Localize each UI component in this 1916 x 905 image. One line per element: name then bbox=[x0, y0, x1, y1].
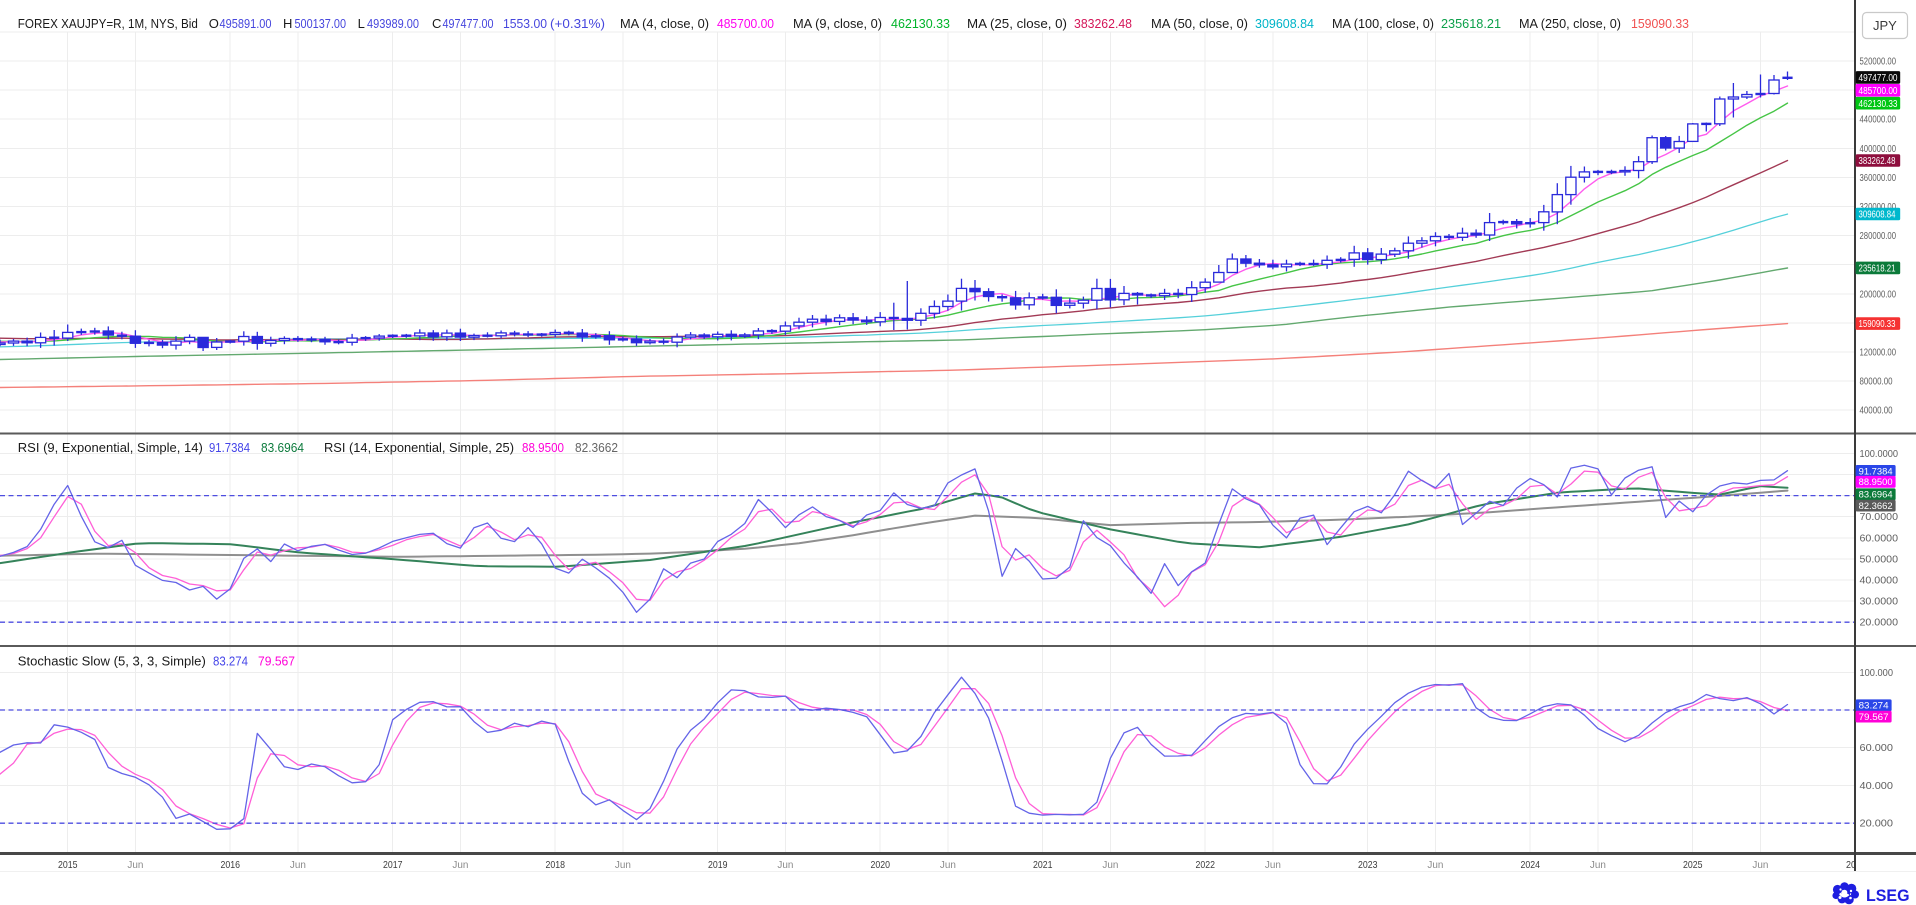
svg-text:MA (250, close, 0): MA (250, close, 0) bbox=[1519, 16, 1621, 31]
svg-text:83.6964: 83.6964 bbox=[261, 441, 304, 455]
svg-text:83.274: 83.274 bbox=[1859, 701, 1889, 711]
svg-text:60.000: 60.000 bbox=[1860, 743, 1894, 754]
svg-text:2021: 2021 bbox=[1033, 859, 1053, 871]
svg-text:1553.00: 1553.00 bbox=[503, 16, 547, 31]
svg-text:40.0000: 40.0000 bbox=[1860, 576, 1899, 587]
svg-text:485700.00: 485700.00 bbox=[717, 16, 774, 31]
svg-text:497477.00: 497477.00 bbox=[443, 16, 494, 31]
svg-text:20: 20 bbox=[1846, 859, 1856, 871]
svg-text:2023: 2023 bbox=[1358, 859, 1378, 871]
svg-text:2017: 2017 bbox=[383, 859, 403, 871]
svg-text:O: O bbox=[209, 16, 219, 31]
svg-text:Jun: Jun bbox=[1752, 859, 1768, 871]
svg-text:C: C bbox=[432, 16, 441, 31]
svg-text:40000.00: 40000.00 bbox=[1860, 406, 1893, 417]
svg-text:159090.33: 159090.33 bbox=[1859, 319, 1896, 330]
svg-text:Stochastic Slow (5, 3, 3, Simp: Stochastic Slow (5, 3, 3, Simple) bbox=[18, 655, 206, 669]
svg-text:2016: 2016 bbox=[220, 859, 240, 871]
svg-text:235618.21: 235618.21 bbox=[1441, 16, 1501, 31]
svg-text:MA (25, close, 0): MA (25, close, 0) bbox=[967, 16, 1067, 31]
svg-text:83.274: 83.274 bbox=[213, 655, 248, 669]
svg-text:MA (4, close, 0): MA (4, close, 0) bbox=[620, 16, 709, 31]
svg-text:320000.00: 320000.00 bbox=[1860, 202, 1897, 213]
svg-text:60.0000: 60.0000 bbox=[1860, 533, 1899, 544]
svg-text:120000.00: 120000.00 bbox=[1860, 348, 1897, 359]
svg-text:485700.00: 485700.00 bbox=[1859, 86, 1898, 97]
svg-text:RSI (9, Exponential, Simple, 1: RSI (9, Exponential, Simple, 14) bbox=[18, 441, 203, 455]
svg-text:83.6964: 83.6964 bbox=[1859, 490, 1893, 500]
svg-text:88.9500: 88.9500 bbox=[1859, 477, 1893, 487]
svg-text:Jun: Jun bbox=[940, 859, 956, 871]
svg-text:Jun: Jun bbox=[1265, 859, 1281, 871]
svg-text:(+0.31%): (+0.31%) bbox=[550, 16, 605, 31]
svg-text:82.3662: 82.3662 bbox=[575, 441, 618, 455]
svg-text:235618.21: 235618.21 bbox=[1859, 264, 1896, 275]
svg-text:520000.00: 520000.00 bbox=[1860, 57, 1897, 68]
svg-text:Jun: Jun bbox=[1590, 859, 1606, 871]
svg-text:440000.00: 440000.00 bbox=[1860, 115, 1897, 126]
svg-text:280000.00: 280000.00 bbox=[1860, 231, 1897, 242]
svg-text:80000.00: 80000.00 bbox=[1860, 377, 1893, 388]
svg-text:Jun: Jun bbox=[615, 859, 631, 871]
svg-text:309608.84: 309608.84 bbox=[1859, 210, 1896, 221]
svg-text:100.000: 100.000 bbox=[1860, 668, 1894, 679]
svg-text:Jun: Jun bbox=[777, 859, 793, 871]
svg-text:500137.00: 500137.00 bbox=[295, 16, 347, 31]
svg-text:82.3662: 82.3662 bbox=[1859, 501, 1893, 511]
svg-text:360000.00: 360000.00 bbox=[1860, 173, 1897, 184]
svg-text:2022: 2022 bbox=[1195, 859, 1215, 871]
svg-text:20.000: 20.000 bbox=[1860, 819, 1894, 830]
svg-text:30.0000: 30.0000 bbox=[1860, 597, 1899, 608]
svg-text:159090.33: 159090.33 bbox=[1631, 16, 1689, 31]
svg-text:2020: 2020 bbox=[870, 859, 890, 871]
svg-text:309608.84: 309608.84 bbox=[1255, 16, 1314, 31]
svg-text:495891.00: 495891.00 bbox=[220, 16, 272, 31]
svg-text:2019: 2019 bbox=[708, 859, 728, 871]
svg-text:79.567: 79.567 bbox=[258, 655, 295, 669]
svg-text:400000.00: 400000.00 bbox=[1860, 144, 1897, 155]
svg-text:40.000: 40.000 bbox=[1860, 781, 1894, 792]
svg-text:91.7384: 91.7384 bbox=[1859, 466, 1893, 476]
svg-text:MA (9, close, 0): MA (9, close, 0) bbox=[793, 16, 882, 31]
svg-text:MA (50, close, 0): MA (50, close, 0) bbox=[1151, 16, 1248, 31]
svg-text:Jun: Jun bbox=[290, 859, 306, 871]
svg-text:2024: 2024 bbox=[1520, 859, 1540, 871]
svg-text:2018: 2018 bbox=[545, 859, 565, 871]
svg-text:462130.33: 462130.33 bbox=[1859, 99, 1898, 110]
svg-text:88.9500: 88.9500 bbox=[522, 441, 564, 455]
svg-text:Jun: Jun bbox=[452, 859, 468, 871]
svg-text:H: H bbox=[283, 16, 292, 31]
svg-text:100.0000: 100.0000 bbox=[1860, 449, 1899, 460]
svg-text:Jun: Jun bbox=[1427, 859, 1443, 871]
svg-text:MA (100, close, 0): MA (100, close, 0) bbox=[1332, 16, 1434, 31]
svg-text:20.0000: 20.0000 bbox=[1860, 618, 1899, 629]
svg-text:462130.33: 462130.33 bbox=[891, 16, 950, 31]
svg-text:RSI (14, Exponential, Simple,: RSI (14, Exponential, Simple, 25) bbox=[324, 441, 514, 455]
svg-text:Jun: Jun bbox=[1102, 859, 1118, 871]
svg-text:383262.48: 383262.48 bbox=[1074, 16, 1132, 31]
svg-text:383262.48: 383262.48 bbox=[1859, 156, 1896, 167]
svg-text:91.7384: 91.7384 bbox=[209, 441, 250, 455]
svg-text:79.567: 79.567 bbox=[1859, 712, 1889, 722]
svg-text:50.0000: 50.0000 bbox=[1860, 554, 1899, 565]
svg-text:200000.00: 200000.00 bbox=[1860, 289, 1897, 300]
svg-text:2025: 2025 bbox=[1683, 859, 1703, 871]
svg-text:497477.00: 497477.00 bbox=[1859, 73, 1898, 84]
svg-text:70.0000: 70.0000 bbox=[1860, 512, 1899, 523]
svg-text:2015: 2015 bbox=[58, 859, 78, 871]
svg-text:L: L bbox=[358, 16, 365, 31]
svg-text:Jun: Jun bbox=[127, 859, 143, 871]
svg-text:JPY: JPY bbox=[1873, 18, 1897, 33]
svg-text:FOREX XAUJPY=R, 1M, NYS, Bid: FOREX XAUJPY=R, 1M, NYS, Bid bbox=[18, 16, 198, 31]
svg-text:LSEG: LSEG bbox=[1866, 887, 1910, 905]
svg-text:493989.00: 493989.00 bbox=[367, 16, 419, 31]
